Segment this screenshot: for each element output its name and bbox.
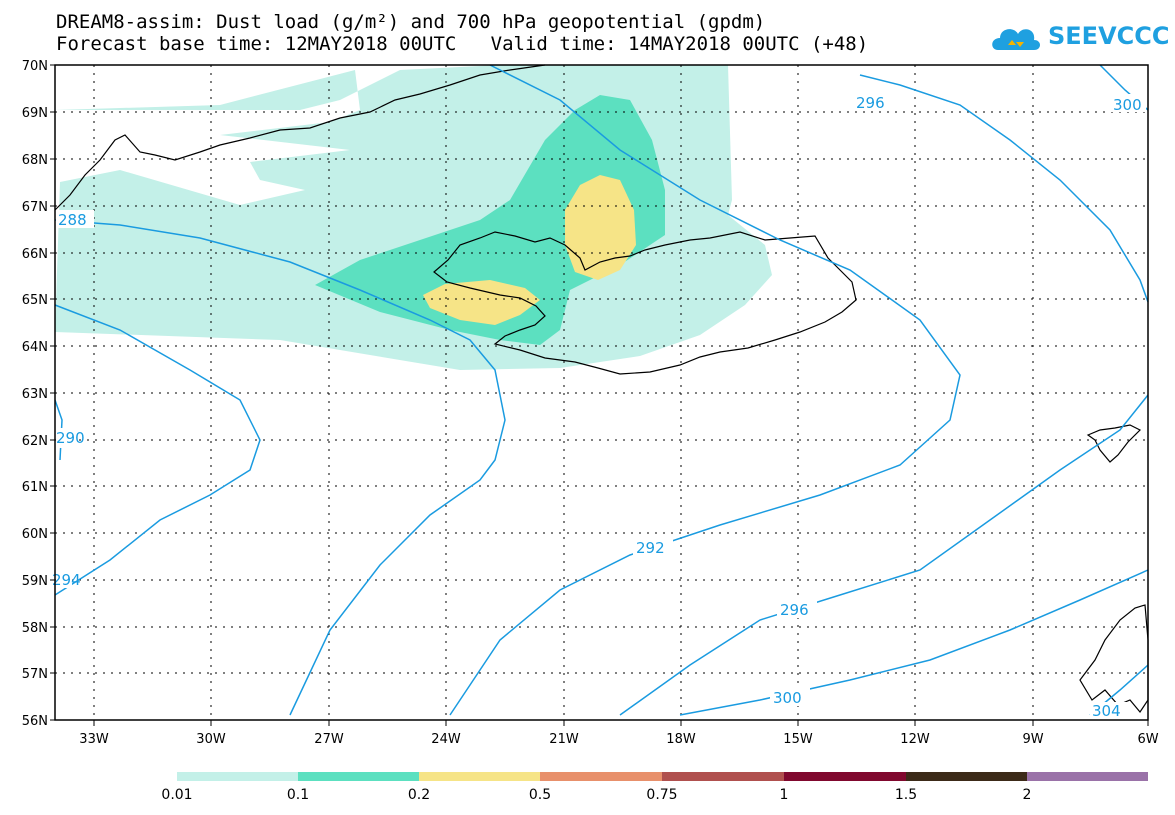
colorbar-label: 1 [780,787,789,803]
colorbar-label: 0.2 [408,787,430,803]
lat-label: 61N [22,480,48,495]
lon-label: 21W [549,732,579,747]
geopotential-contours [54,64,1149,716]
colorbar-segment [177,772,298,781]
contour-label: 296 [856,94,885,112]
lat-label: 65N [22,293,48,308]
colorbar-label: 0.01 [161,787,192,803]
lon-label: 18W [666,732,696,747]
colorbar-label: 0.75 [646,787,677,803]
contour-label: 300 [773,689,802,707]
lat-label: 56N [22,714,48,729]
colorbar-segment [540,772,662,781]
map-title: DREAM8-assim: Dust load (g/m²) and 700 h… [56,11,766,33]
dust-region-0.2-west [423,280,540,325]
lat-label: 58N [22,621,48,636]
iceland-coastline [433,231,857,375]
contour-label: 288 [58,211,87,229]
contour-label: 292 [636,539,665,557]
lat-label: 59N [22,574,48,589]
contour-296-lower [619,394,1149,716]
lon-label: 24W [431,732,461,747]
colorbar [177,772,1148,781]
dust-region-0.1 [315,95,665,345]
lon-label: 9W [1022,732,1043,747]
lat-label: 57N [22,667,48,682]
colorbar-label: 1.5 [895,787,917,803]
contour-288 [54,219,506,716]
contour-label: 294 [52,571,81,589]
contour-label: 290 [56,429,85,447]
colorbar-label: 0.1 [287,787,309,803]
lon-label: 12W [900,732,930,747]
lon-label: 33W [79,732,109,747]
lat-label: 66N [22,247,48,262]
contour-label: 300 [1113,96,1142,114]
contour-label: 296 [780,601,809,619]
lat-label: 64N [22,340,48,355]
lon-label: 27W [314,732,344,747]
greenland-coastline [54,64,546,211]
faroe-coastline [1086,424,1142,463]
colorbar-label: 0.5 [529,787,551,803]
contour-292 [449,64,961,716]
cloud-logo-icon [992,29,1040,50]
colorbar-segment [298,772,419,781]
colorbar-segment [419,772,540,781]
colorbar-segment [784,772,906,781]
lon-label: 6W [1137,732,1158,747]
lat-label: 60N [22,527,48,542]
logo-text: SEEVCCC [1048,22,1170,50]
colorbar-segment [1027,772,1148,781]
colorbar-label: 2 [1023,787,1032,803]
colorbar-segment [662,772,784,781]
lat-label: 69N [22,106,48,121]
contour-296 [859,74,1149,303]
contour-290-left [54,304,261,596]
contour-label: 304 [1092,702,1121,720]
latitude-axis [50,64,55,721]
lon-label: 15W [783,732,813,747]
longitude-axis [93,720,1149,726]
lat-label: 63N [22,387,48,402]
lat-label: 70N [22,59,48,74]
lat-label: 68N [22,153,48,168]
dust-region-0.2-north [565,175,636,280]
forecast-times: Forecast base time: 12MAY2018 00UTC Vali… [56,33,869,55]
lat-label: 67N [22,200,48,215]
lat-label: 62N [22,434,48,449]
lon-label: 30W [196,732,226,747]
colorbar-segment [906,772,1027,781]
contour-300-lower [679,569,1149,716]
